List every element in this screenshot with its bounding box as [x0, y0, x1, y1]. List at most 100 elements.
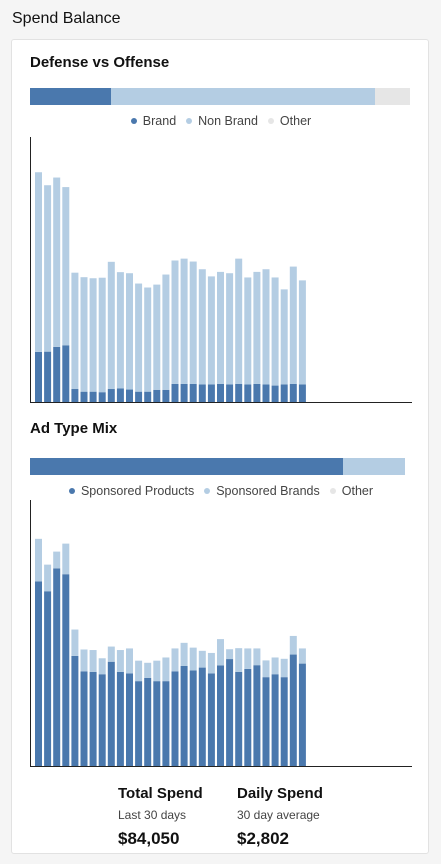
bar-brand-21[interactable]: [217, 383, 224, 402]
bar-brand-25[interactable]: [253, 383, 261, 402]
bar-sponsored-brands-6[interactable]: [80, 649, 88, 672]
bar-sponsored-products-29[interactable]: [289, 654, 297, 766]
bar-non-brand-9[interactable]: [107, 261, 115, 390]
bar-non-brand-15[interactable]: [162, 274, 170, 390]
bar-non-brand-17[interactable]: [180, 258, 188, 384]
legend-item-brand[interactable]: Brand: [130, 114, 176, 128]
bar-brand-8[interactable]: [98, 392, 106, 402]
bar-sponsored-products-8[interactable]: [98, 674, 106, 766]
bar-non-brand-11[interactable]: [126, 273, 133, 390]
bar-sponsored-products-5[interactable]: [71, 655, 79, 766]
bar-sponsored-brands-19[interactable]: [198, 650, 206, 668]
bar-sponsored-brands-16[interactable]: [171, 648, 179, 672]
bar-non-brand-8[interactable]: [98, 277, 106, 393]
bar-sponsored-products-22[interactable]: [226, 659, 234, 766]
bar-sponsored-brands-12[interactable]: [135, 660, 143, 682]
bar-brand-23[interactable]: [235, 383, 243, 402]
bar-sponsored-brands-23[interactable]: [235, 648, 243, 672]
bar-brand-12[interactable]: [135, 391, 143, 402]
bar-brand-7[interactable]: [89, 391, 97, 402]
bar-sponsored-products-1[interactable]: [35, 581, 42, 766]
bar-sponsored-products-24[interactable]: [244, 668, 252, 766]
bar-non-brand-26[interactable]: [262, 269, 270, 385]
bar-non-brand-2[interactable]: [44, 185, 52, 352]
bar-non-brand-14[interactable]: [153, 284, 161, 390]
bar-brand-30[interactable]: [298, 384, 306, 402]
bar-sponsored-products-17[interactable]: [180, 665, 188, 766]
bar-non-brand-7[interactable]: [89, 278, 97, 392]
bar-brand-27[interactable]: [271, 385, 279, 402]
bar-sponsored-products-19[interactable]: [198, 667, 206, 766]
bar-non-brand-6[interactable]: [80, 277, 88, 392]
bar-brand-29[interactable]: [289, 383, 297, 402]
bar-sponsored-brands-13[interactable]: [144, 662, 152, 678]
bar-non-brand-27[interactable]: [271, 277, 279, 386]
bar-sponsored-products-7[interactable]: [89, 671, 97, 766]
bar-sponsored-brands-9[interactable]: [107, 646, 115, 662]
bar-brand-24[interactable]: [244, 384, 252, 402]
bar-non-brand-22[interactable]: [226, 273, 234, 385]
bar-non-brand-23[interactable]: [235, 258, 243, 384]
bar-sponsored-products-28[interactable]: [280, 677, 288, 766]
bar-sponsored-products-3[interactable]: [53, 568, 61, 766]
bar-non-brand-28[interactable]: [280, 289, 288, 385]
bar-sponsored-products-16[interactable]: [171, 671, 179, 766]
bar-sponsored-products-4[interactable]: [62, 574, 70, 766]
bar-brand-9[interactable]: [107, 389, 115, 402]
bar-sponsored-brands-21[interactable]: [217, 639, 224, 666]
legend-item-non-brand[interactable]: Non Brand: [186, 114, 258, 128]
bar-sponsored-products-2[interactable]: [44, 591, 52, 766]
bar-non-brand-4[interactable]: [62, 187, 70, 346]
bar-non-brand-30[interactable]: [298, 280, 306, 385]
bar-brand-3[interactable]: [53, 346, 61, 402]
bar-sponsored-brands-14[interactable]: [153, 660, 161, 682]
bar-sponsored-products-14[interactable]: [153, 681, 161, 766]
legend-item-other[interactable]: Other: [329, 484, 373, 498]
bar-non-brand-18[interactable]: [189, 261, 197, 384]
bar-brand-22[interactable]: [226, 384, 234, 402]
bar-sponsored-products-23[interactable]: [235, 671, 243, 766]
bar-brand-13[interactable]: [144, 391, 152, 402]
bar-brand-28[interactable]: [280, 384, 288, 402]
legend-item-sponsored-brands[interactable]: Sponsored Brands: [204, 484, 320, 498]
bar-brand-26[interactable]: [262, 384, 270, 402]
bar-non-brand-25[interactable]: [253, 271, 261, 384]
bar-sponsored-products-27[interactable]: [271, 674, 279, 766]
bar-sponsored-brands-29[interactable]: [289, 635, 297, 655]
bar-sponsored-products-12[interactable]: [135, 681, 143, 766]
bar-sponsored-brands-5[interactable]: [71, 629, 79, 656]
bar-sponsored-products-10[interactable]: [116, 671, 124, 766]
bar-sponsored-products-21[interactable]: [217, 665, 224, 766]
bar-sponsored-brands-20[interactable]: [207, 652, 215, 674]
bar-sponsored-brands-18[interactable]: [189, 647, 197, 671]
bar-non-brand-13[interactable]: [144, 287, 152, 392]
bar-sponsored-brands-17[interactable]: [180, 642, 188, 666]
bar-sponsored-brands-22[interactable]: [226, 649, 234, 660]
bar-sponsored-products-18[interactable]: [189, 670, 197, 766]
bar-non-brand-24[interactable]: [244, 277, 252, 385]
bar-sponsored-products-20[interactable]: [207, 673, 215, 766]
bar-brand-6[interactable]: [80, 391, 88, 402]
bar-non-brand-19[interactable]: [198, 269, 206, 385]
bar-sponsored-brands-30[interactable]: [298, 648, 306, 664]
bar-brand-17[interactable]: [180, 383, 188, 402]
bar-sponsored-products-13[interactable]: [144, 677, 152, 766]
bar-brand-19[interactable]: [198, 384, 206, 402]
bar-brand-5[interactable]: [71, 389, 79, 402]
legend-item-sponsored-products[interactable]: Sponsored Products: [68, 484, 194, 498]
bar-sponsored-brands-15[interactable]: [162, 657, 170, 682]
bar-non-brand-3[interactable]: [53, 177, 61, 347]
bar-brand-4[interactable]: [62, 345, 70, 402]
bar-sponsored-products-26[interactable]: [262, 677, 270, 766]
bar-non-brand-20[interactable]: [207, 276, 215, 385]
bar-sponsored-brands-28[interactable]: [280, 658, 288, 678]
bar-brand-1[interactable]: [35, 351, 42, 402]
bar-sponsored-brands-11[interactable]: [126, 648, 133, 674]
bar-sponsored-brands-25[interactable]: [253, 648, 261, 666]
bar-brand-20[interactable]: [207, 384, 215, 402]
bar-sponsored-brands-8[interactable]: [98, 658, 106, 675]
bar-brand-18[interactable]: [189, 383, 197, 402]
bar-non-brand-10[interactable]: [116, 272, 124, 389]
bar-sponsored-brands-7[interactable]: [89, 650, 97, 672]
bar-sponsored-brands-24[interactable]: [244, 648, 252, 669]
